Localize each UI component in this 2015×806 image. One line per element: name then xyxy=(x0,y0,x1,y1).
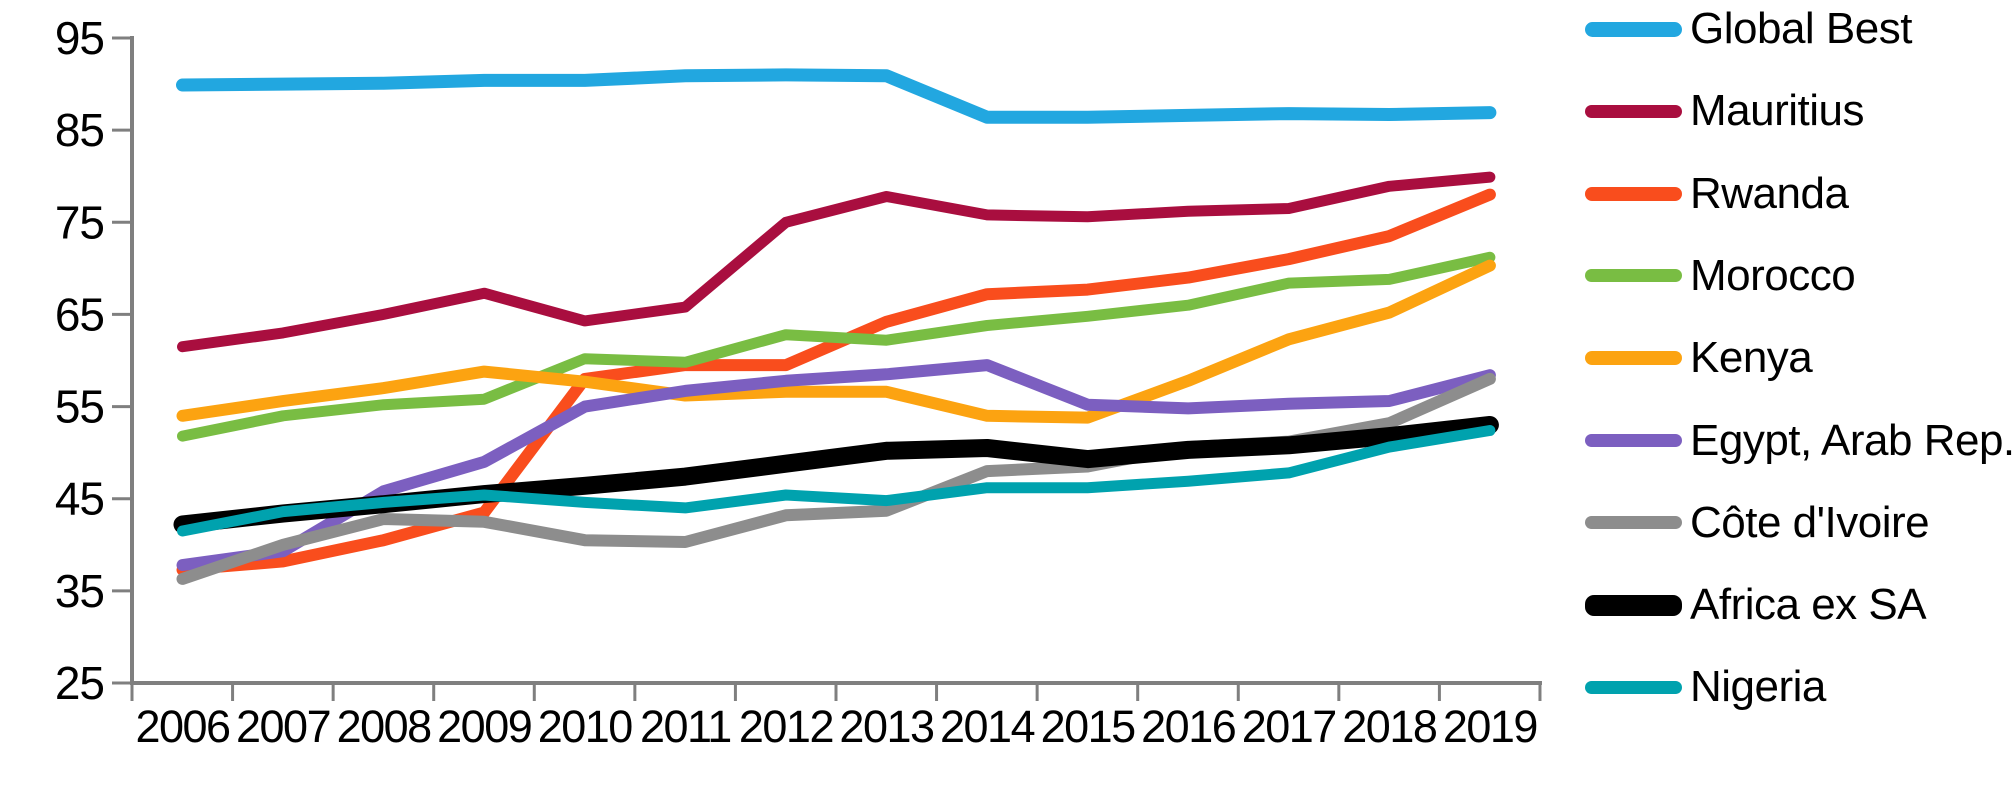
legend-item-morocco: Morocco xyxy=(1585,235,1856,317)
legend-item-global-best: Global Best xyxy=(1585,0,1912,70)
legend-item-label: Côte d'Ivoire xyxy=(1690,497,1930,547)
series-line-nigeria xyxy=(177,425,1496,537)
legend-item-kenya: Kenya xyxy=(1585,317,1813,399)
y-axis-tick-label: 65 xyxy=(55,288,104,340)
legend-key-line xyxy=(1585,104,1682,118)
legend-item-label: Egypt, Arab Rep. xyxy=(1690,415,2015,465)
legend-item-mauritius: Mauritius xyxy=(1585,70,1865,152)
x-axis-tick-label: 2017 xyxy=(1242,701,1336,752)
x-axis-tick-label: 2009 xyxy=(437,701,531,752)
x-axis-tick-label: 2010 xyxy=(538,701,633,752)
legend-item-rwanda: Rwanda xyxy=(1585,153,1849,235)
legend-key-line xyxy=(1585,516,1682,530)
legend-key-line xyxy=(1585,434,1682,447)
legend-item-nigeria: Nigeria xyxy=(1585,646,1826,728)
legend-item-c-te-d-ivoire: Côte d'Ivoire xyxy=(1585,482,1930,564)
x-axis-tick-label: 2011 xyxy=(640,701,731,752)
legend-item-egypt-arab-rep: Egypt, Arab Rep. xyxy=(1585,400,2015,482)
legend-item-label: Africa ex SA xyxy=(1690,580,1927,630)
series-line-rwanda xyxy=(176,188,1496,576)
x-axis-tick-label: 2008 xyxy=(337,701,432,752)
legend-item-label: Kenya xyxy=(1690,333,1813,383)
x-axis-tick-label: 2007 xyxy=(236,701,330,752)
y-axis-tick-label: 55 xyxy=(55,381,104,433)
series-line-mauritius xyxy=(177,171,1496,353)
series-line-egypt-arab-rep xyxy=(176,359,1496,572)
legend-key-line xyxy=(1585,351,1682,366)
x-axis-tick-label: 2012 xyxy=(739,701,833,752)
legend-key-line xyxy=(1585,186,1682,201)
x-axis-tick-label: 2018 xyxy=(1342,701,1437,752)
y-axis-tick-label: 75 xyxy=(55,196,104,248)
y-axis-tick-label: 25 xyxy=(55,657,104,709)
x-axis-tick-label: 2006 xyxy=(135,701,230,752)
legend-key-line xyxy=(1585,594,1682,616)
x-axis-tick-label: 2013 xyxy=(839,701,934,752)
y-axis-tick-label: 45 xyxy=(55,473,104,525)
chart-legend: Global Best Mauritius Rwanda Morocco Ken… xyxy=(1585,0,2015,806)
x-axis-tick-label: 2015 xyxy=(1041,701,1136,752)
x-axis-tick-label: 2014 xyxy=(940,701,1035,752)
legend-item-africa-ex-sa: Africa ex SA xyxy=(1585,564,1927,646)
x-axis-tick-label: 2019 xyxy=(1443,701,1537,752)
legend-item-label: Nigeria xyxy=(1690,662,1826,712)
y-axis-tick-label: 35 xyxy=(55,565,104,617)
legend-item-label: Rwanda xyxy=(1690,168,1849,218)
y-axis-tick-label: 85 xyxy=(55,104,104,156)
y-axis-tick-label: 95 xyxy=(55,12,104,64)
legend-item-label: Mauritius xyxy=(1690,86,1865,136)
series-line-kenya xyxy=(176,259,1496,424)
legend-item-label: Global Best xyxy=(1690,4,1912,53)
legend-item-label: Morocco xyxy=(1690,250,1856,300)
series-line-global-best xyxy=(176,68,1497,124)
series-line-morocco xyxy=(177,251,1496,442)
legend-key-line xyxy=(1585,21,1682,37)
legend-key-line xyxy=(1585,680,1682,694)
x-axis-tick-label: 2016 xyxy=(1141,701,1236,752)
legend-key-line xyxy=(1585,269,1682,283)
